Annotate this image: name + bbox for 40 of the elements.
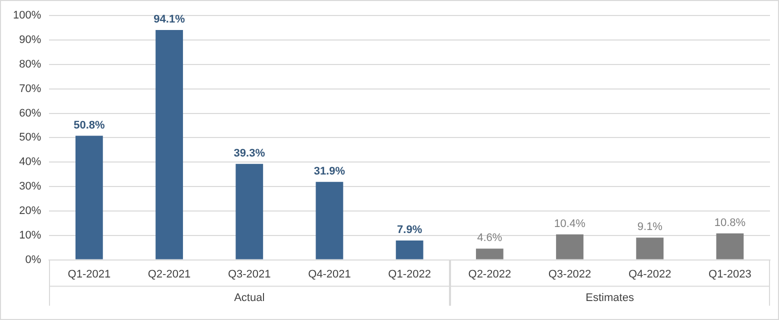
x-tick-label: Q1-2022 — [388, 268, 431, 280]
x-tick-label: Q3-2021 — [228, 268, 271, 280]
x-tick-label: Q2-2021 — [148, 268, 191, 280]
data-label: 31.9% — [314, 165, 346, 178]
data-label: 10.4% — [554, 218, 586, 230]
bar — [476, 248, 504, 260]
text: Actual — [234, 292, 265, 304]
y-tick-label: 60% — [19, 107, 42, 120]
y-tick-label: 50% — [19, 132, 42, 144]
y-tick-label: 30% — [19, 180, 42, 193]
x-tick-label: Q1-2021 — [68, 268, 111, 280]
bar — [556, 234, 584, 260]
x-tick-label: Q2-2022 — [468, 268, 512, 280]
y-tick-label: 0% — [25, 254, 42, 266]
x-tick-label: Q4-2022 — [628, 268, 672, 280]
text: Estimates — [586, 292, 634, 304]
y-tick-label: 20% — [19, 204, 42, 217]
y-tick-label: 90% — [19, 34, 42, 46]
data-label: 39.3% — [234, 147, 266, 160]
data-label: 4.6% — [477, 232, 502, 244]
y-tick-label: 10% — [19, 229, 42, 242]
bar — [716, 233, 744, 260]
data-label: 50.8% — [74, 119, 105, 132]
y-tick-label: 100% — [12, 10, 42, 22]
bar — [316, 182, 344, 260]
bar — [236, 164, 264, 260]
x-tick-label: Q3-2022 — [548, 268, 592, 280]
data-label: 10.8% — [714, 216, 746, 229]
x-tick-label: Q1-2023 — [708, 268, 752, 280]
y-tick-label: 40% — [19, 156, 42, 168]
bar — [636, 238, 664, 260]
data-label: 7.9% — [397, 224, 422, 236]
data-label: 9.1% — [637, 221, 663, 234]
y-tick-label: 80% — [19, 58, 42, 70]
x-tick-label: Q4-2021 — [308, 268, 351, 280]
bar — [396, 240, 424, 260]
y-tick-label: 70% — [19, 82, 42, 95]
data-label: 94.1% — [154, 14, 186, 26]
bar — [156, 30, 183, 260]
bar — [75, 136, 103, 260]
